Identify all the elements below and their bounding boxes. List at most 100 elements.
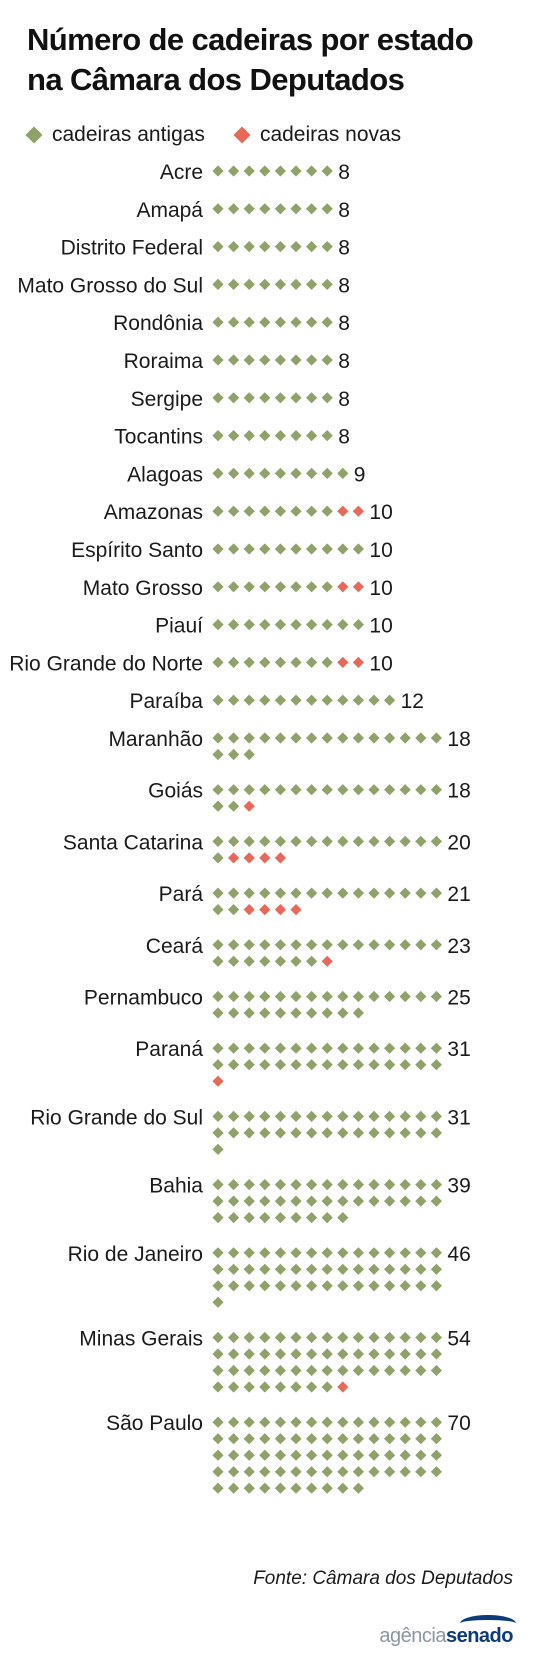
- old-seat-dot: [306, 619, 318, 631]
- old-seat-dot: [212, 1179, 224, 1191]
- old-seat-dot: [430, 1247, 442, 1259]
- old-seat-dot: [228, 1466, 240, 1478]
- old-seat-dot: [337, 784, 349, 796]
- old-seat-dot: [399, 939, 411, 951]
- old-seat-dot: [306, 1433, 318, 1445]
- old-seat-dot: [306, 1331, 318, 1344]
- old-seat-dot: [290, 1449, 302, 1461]
- old-seat-dot: [352, 543, 364, 555]
- old-seat-dot: [306, 467, 318, 479]
- old-seat-dot: [399, 835, 411, 847]
- seat-total-label: 8: [338, 199, 350, 222]
- old-seat-dot: [321, 165, 333, 177]
- old-seat-dot: [306, 1381, 318, 1393]
- old-seat-dot: [243, 1007, 255, 1019]
- old-seat-dot: [274, 939, 286, 951]
- state-row-goias: Goiás 18: [148, 780, 471, 812]
- old-seat-dot: [212, 165, 224, 177]
- old-seat-dot: [212, 1331, 224, 1344]
- old-seat-dot: [274, 694, 286, 706]
- old-seat-dot: [259, 1381, 271, 1393]
- old-seat-dot: [352, 1110, 364, 1122]
- old-seat-dot: [384, 1449, 396, 1461]
- old-seat-dot: [306, 784, 318, 796]
- old-seat-dot: [399, 1280, 411, 1292]
- old-seat-dot: [212, 1449, 224, 1461]
- old-seat-dot: [306, 1364, 318, 1377]
- old-seat-dot: [399, 784, 411, 796]
- old-seat-dot: [228, 990, 240, 1003]
- new-seat-dot: [212, 1075, 224, 1087]
- old-seat-dot: [321, 1247, 333, 1259]
- old-seat-dot: [274, 1247, 286, 1259]
- old-seat-dot: [259, 392, 271, 404]
- state-row-para: Pará 21: [159, 883, 471, 916]
- old-seat-dot: [259, 1247, 271, 1259]
- old-seat-dot: [274, 241, 286, 253]
- old-seat-dot: [290, 1195, 302, 1207]
- old-seat-dot: [337, 835, 349, 847]
- old-seat-dot: [321, 430, 333, 442]
- old-seat-dot: [321, 732, 333, 744]
- state-row-tocantins: Tocantins 8: [114, 426, 350, 449]
- state-label: Piauí: [155, 615, 203, 638]
- old-seat-dot: [352, 1466, 364, 1478]
- new-seat-dot: [243, 800, 255, 812]
- old-seat-dot: [415, 1433, 427, 1445]
- old-seat-dot: [259, 354, 271, 366]
- old-seat-dot: [290, 1280, 302, 1292]
- old-seat-dot: [259, 1364, 271, 1377]
- old-seat-dot: [228, 392, 240, 404]
- old-seat-dot: [430, 732, 442, 744]
- old-seat-dot: [228, 1482, 240, 1494]
- old-seat-dot: [352, 990, 364, 1003]
- state-label: Amazonas: [104, 501, 203, 524]
- old-seat-dot: [306, 1195, 318, 1207]
- old-seat-dot: [228, 748, 240, 761]
- old-seat-dot: [306, 990, 318, 1003]
- new-seat-dot: [259, 852, 271, 864]
- state-row-parana: Paraná 31: [135, 1038, 471, 1087]
- old-seat-dot: [259, 1007, 271, 1019]
- old-seat-dot: [352, 835, 364, 847]
- old-seat-dot: [352, 887, 364, 899]
- old-seat-dot: [337, 1127, 349, 1139]
- old-seat-dot: [368, 1042, 380, 1054]
- old-seat-dot: [306, 732, 318, 744]
- old-seat-dot: [321, 505, 333, 517]
- source-note: Fonte: Câmara dos Deputados: [253, 1568, 513, 1589]
- old-seat-dot: [212, 748, 224, 761]
- old-seat-dot: [228, 904, 240, 916]
- old-seat-dot: [321, 1059, 333, 1071]
- old-seat-dot: [243, 955, 255, 967]
- old-seat-dot: [212, 316, 224, 328]
- old-seat-dot: [259, 1059, 271, 1071]
- old-seat-dot: [228, 543, 240, 555]
- old-seat-dot: [384, 990, 396, 1003]
- old-seat-dot: [430, 1179, 442, 1191]
- old-seat-dot: [259, 203, 271, 215]
- old-seat-dot: [274, 784, 286, 796]
- old-seat-dot: [384, 1059, 396, 1071]
- seat-total-label: 12: [401, 690, 424, 713]
- old-seat-dot: [352, 1179, 364, 1191]
- old-seat-dot: [290, 241, 302, 253]
- old-seat-dot: [368, 1263, 380, 1275]
- legend: cadeiras antigas cadeiras novas: [25, 122, 429, 148]
- old-seat-dot: [306, 392, 318, 404]
- old-seat-dot: [415, 1416, 427, 1428]
- old-seat-dot: [274, 990, 286, 1003]
- old-seat-dot: [352, 939, 364, 951]
- old-seat-dot: [290, 1212, 302, 1224]
- old-seat-dot: [321, 1416, 333, 1428]
- old-seat-dot: [321, 241, 333, 253]
- old-seat-dot: [228, 430, 240, 442]
- old-seat-dot: [274, 1280, 286, 1292]
- old-seat-dot: [290, 835, 302, 847]
- old-seat-dot: [399, 1110, 411, 1122]
- old-seat-dot: [243, 1364, 255, 1377]
- old-seat-dot: [243, 203, 255, 215]
- seat-total-label: 70: [447, 1412, 470, 1435]
- old-seat-dot: [259, 939, 271, 951]
- new-seat-dot: [274, 852, 286, 864]
